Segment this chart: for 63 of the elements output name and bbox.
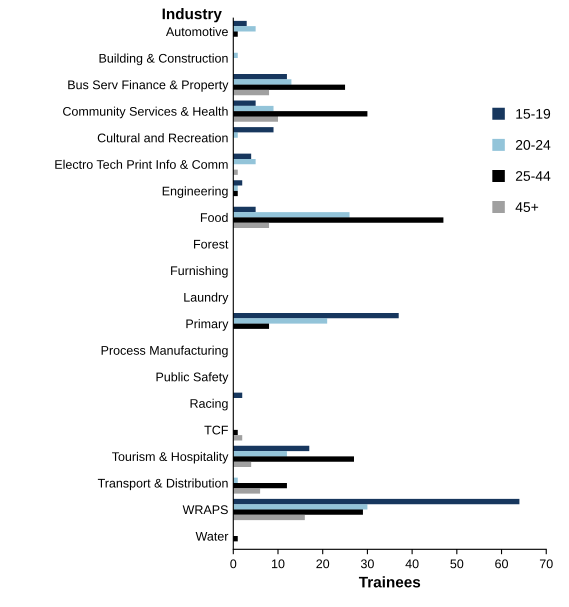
bar: [233, 222, 270, 228]
bar: [233, 90, 270, 96]
y-tick-label: Transport & Distribution: [98, 478, 228, 490]
y-tick-label: Building & Construction: [100, 54, 228, 66]
bar: [233, 127, 274, 132]
bar: [233, 392, 242, 398]
x-tick-label: 30: [360, 559, 374, 568]
bar: [233, 100, 256, 106]
y-tick-label: Cultural and Recreation: [98, 133, 228, 142]
bar: [233, 206, 256, 212]
legend-label: 45+: [516, 202, 538, 212]
bar: [233, 478, 238, 483]
y-axis-title: Industry: [162, 8, 222, 22]
x-tick-label: 50: [450, 559, 464, 568]
bar: [233, 435, 242, 440]
y-tick-label: Primary: [186, 319, 228, 331]
x-tick-label: 60: [495, 559, 508, 568]
x-tick-label: 70: [540, 559, 553, 568]
bar: [233, 488, 260, 494]
bar: [233, 498, 520, 504]
bar: [233, 154, 252, 159]
bar: [233, 451, 287, 456]
y-tick-label: Electro Tech Print Info & Comm: [55, 160, 228, 169]
x-axis-title: Trainees: [358, 576, 420, 588]
bar: [233, 504, 368, 510]
y-tick-label: Process Manufacturing: [102, 346, 228, 358]
bar: [233, 446, 310, 452]
y-tick-label: Community Services & Health: [63, 106, 228, 118]
bar: [233, 26, 256, 32]
bar: [233, 170, 238, 175]
legend-label: 20-24: [516, 140, 550, 150]
y-tick-label: Automotive: [166, 26, 228, 36]
y-tick-label: Furnishing: [171, 266, 228, 278]
bar: [233, 318, 328, 324]
x-tick-label: 0: [230, 559, 236, 568]
x-tick-label: 40: [405, 559, 419, 568]
y-tick-label: WRAPS: [182, 505, 228, 514]
y-tick-label: TCF: [204, 426, 228, 434]
bar: [233, 106, 274, 112]
bar: [233, 186, 238, 191]
bar: [233, 158, 256, 164]
bar: [233, 74, 287, 80]
bar: [233, 180, 242, 186]
bar: [233, 462, 252, 468]
x-tick-label: 20: [316, 559, 330, 568]
bar: [233, 52, 238, 58]
y-tick-label: Water: [196, 532, 228, 541]
bar: [233, 212, 350, 218]
legend-label: 25-44: [516, 171, 550, 181]
bar: [233, 514, 305, 520]
y-tick-label: Public Safety: [156, 372, 228, 384]
bar: [233, 116, 278, 122]
y-tick-label: Food: [200, 212, 228, 222]
bar: [233, 312, 399, 318]
legend-label: 15-19: [516, 108, 550, 119]
y-tick-label: Bus Serv Finance & Property: [68, 80, 228, 92]
bar: [233, 79, 292, 85]
y-tick-label: Racing: [190, 398, 228, 410]
y-tick-label: Laundry: [184, 292, 228, 304]
y-tick-label: Engineering: [162, 186, 228, 198]
y-tick-label: Forest: [194, 240, 228, 249]
x-tick-label: 10: [272, 559, 284, 568]
y-tick-label: Tourism & Hospitality: [112, 452, 228, 464]
